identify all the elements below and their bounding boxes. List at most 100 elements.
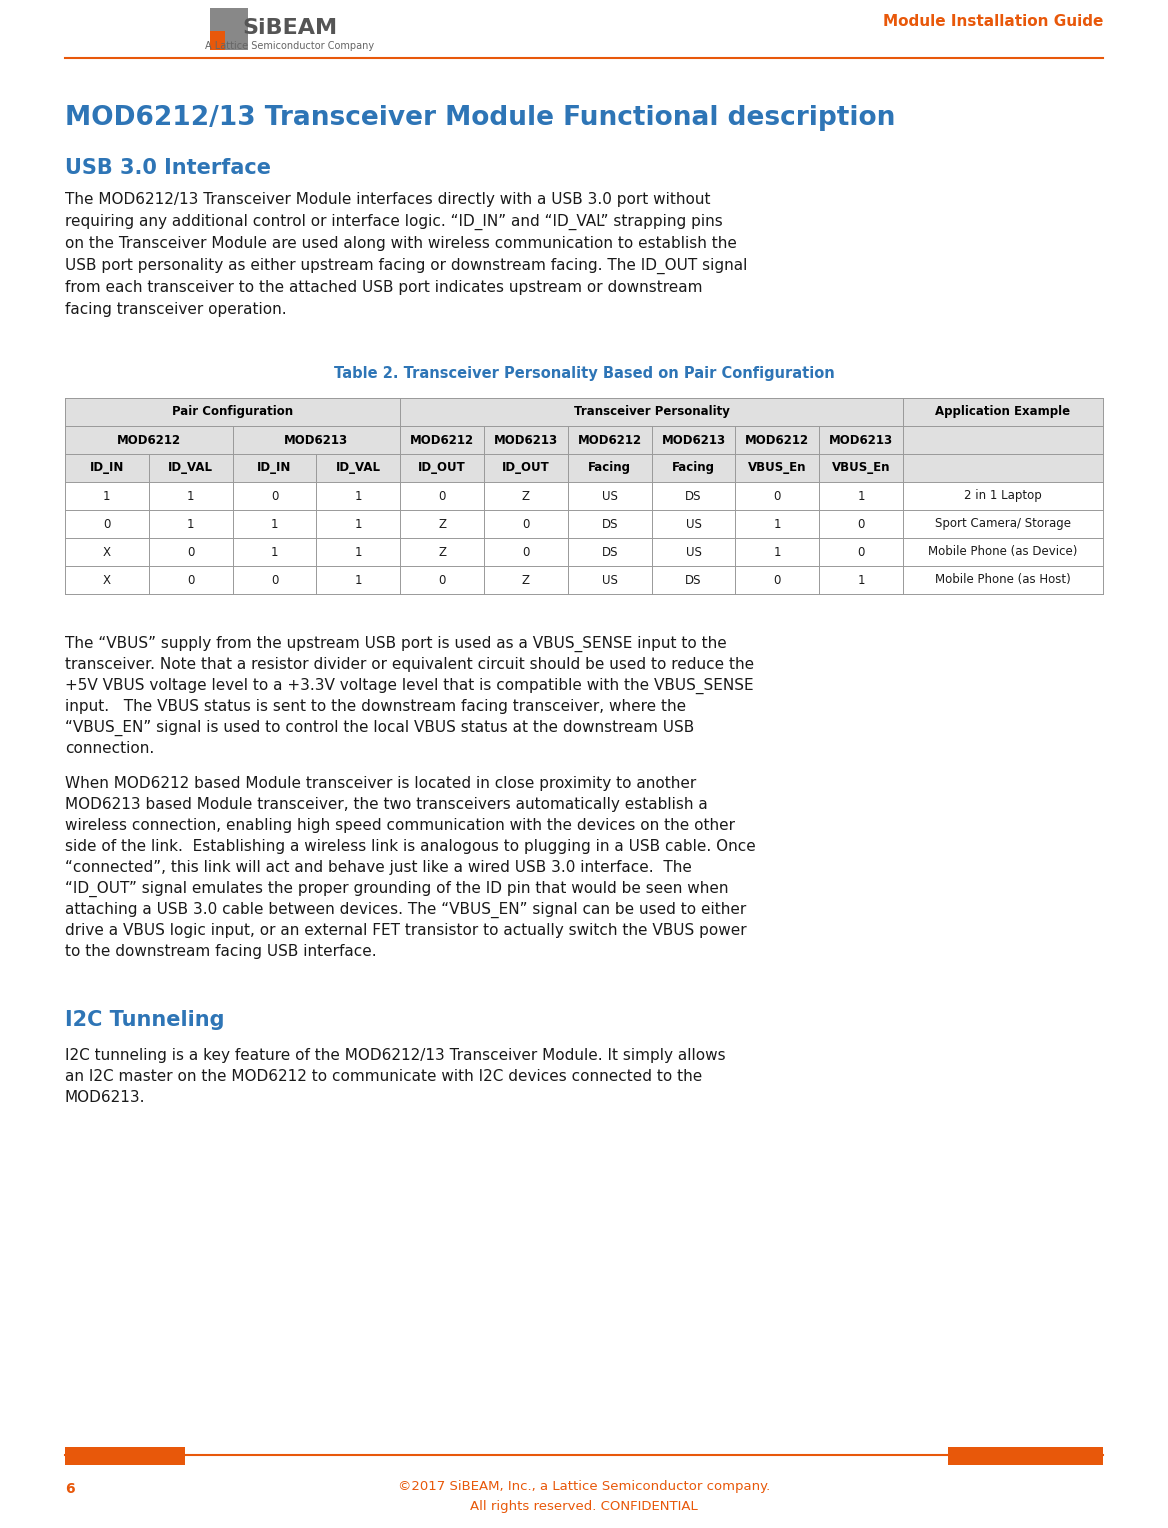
Text: 0: 0 xyxy=(271,489,278,503)
Text: ID_OUT: ID_OUT xyxy=(502,461,550,475)
Text: transceiver. Note that a resistor divider or equivalent circuit should be used t: transceiver. Note that a resistor divide… xyxy=(65,657,755,672)
Text: Z: Z xyxy=(522,573,530,587)
Text: connection.: connection. xyxy=(65,741,154,756)
Text: 1: 1 xyxy=(187,489,194,503)
Text: 0: 0 xyxy=(438,489,446,503)
Bar xyxy=(210,31,225,50)
Text: side of the link.  Establishing a wireless link is analogous to plugging in a US: side of the link. Establishing a wireles… xyxy=(65,839,756,854)
Text: Facing: Facing xyxy=(672,461,715,475)
Text: VBUS_En: VBUS_En xyxy=(832,461,890,475)
Text: 1: 1 xyxy=(355,545,362,559)
Text: 1: 1 xyxy=(355,518,362,530)
Text: 0: 0 xyxy=(438,573,446,587)
Text: USB port personality as either upstream facing or downstream facing. The ID_OUT : USB port personality as either upstream … xyxy=(65,258,748,274)
Text: MOD6213 based Module transceiver, the two transceivers automatically establish a: MOD6213 based Module transceiver, the tw… xyxy=(65,798,708,811)
Text: When MOD6212 based Module transceiver is located in close proximity to another: When MOD6212 based Module transceiver is… xyxy=(65,776,696,792)
Text: Z: Z xyxy=(438,518,446,530)
Bar xyxy=(65,454,1103,481)
Text: 1: 1 xyxy=(773,518,781,530)
Text: US: US xyxy=(686,545,702,559)
Text: DS: DS xyxy=(686,489,702,503)
Text: X: X xyxy=(103,545,111,559)
Text: The MOD6212/13 Transceiver Module interfaces directly with a USB 3.0 port withou: The MOD6212/13 Transceiver Module interf… xyxy=(65,193,710,206)
Text: MOD6213: MOD6213 xyxy=(494,434,558,446)
Text: X: X xyxy=(103,573,111,587)
Text: SiBEAM: SiBEAM xyxy=(243,18,338,38)
Bar xyxy=(210,8,248,50)
Text: I2C Tunneling: I2C Tunneling xyxy=(65,1010,224,1030)
Text: 0: 0 xyxy=(773,573,781,587)
Text: MOD6213: MOD6213 xyxy=(829,434,894,446)
Text: Sport Camera/ Storage: Sport Camera/ Storage xyxy=(936,518,1071,530)
Text: Table 2. Transceiver Personality Based on Pair Configuration: Table 2. Transceiver Personality Based o… xyxy=(334,367,834,380)
Text: wireless connection, enabling high speed communication with the devices on the o: wireless connection, enabling high speed… xyxy=(65,817,735,833)
Text: input.   The VBUS status is sent to the downstream facing transceiver, where the: input. The VBUS status is sent to the do… xyxy=(65,698,686,714)
Text: A Lattice Semiconductor Company: A Lattice Semiconductor Company xyxy=(206,41,375,50)
Bar xyxy=(65,1447,185,1465)
Text: US: US xyxy=(602,573,618,587)
Bar xyxy=(65,510,1103,538)
Text: DS: DS xyxy=(602,545,618,559)
Text: All rights reserved. CONFIDENTIAL: All rights reserved. CONFIDENTIAL xyxy=(471,1500,697,1513)
Text: 1: 1 xyxy=(271,545,278,559)
Text: drive a VBUS logic input, or an external FET transistor to actually switch the V: drive a VBUS logic input, or an external… xyxy=(65,923,746,938)
Text: Z: Z xyxy=(522,489,530,503)
Text: I2C tunneling is a key feature of the MOD6212/13 Transceiver Module. It simply a: I2C tunneling is a key feature of the MO… xyxy=(65,1048,725,1063)
Text: ID_VAL: ID_VAL xyxy=(168,461,214,475)
Bar xyxy=(65,397,1103,426)
Text: 1: 1 xyxy=(857,573,864,587)
Bar xyxy=(65,538,1103,565)
Text: 0: 0 xyxy=(522,545,529,559)
Text: 2 in 1 Laptop: 2 in 1 Laptop xyxy=(964,489,1042,503)
Text: 1: 1 xyxy=(857,489,864,503)
Text: 1: 1 xyxy=(187,518,194,530)
Text: ID_OUT: ID_OUT xyxy=(418,461,466,475)
Text: 0: 0 xyxy=(857,545,864,559)
Text: US: US xyxy=(686,518,702,530)
Text: MOD6213.: MOD6213. xyxy=(65,1089,146,1105)
Bar xyxy=(65,426,1103,454)
Text: on the Transceiver Module are used along with wireless communication to establis: on the Transceiver Module are used along… xyxy=(65,235,737,251)
Text: MOD6212: MOD6212 xyxy=(578,434,641,446)
Text: 1: 1 xyxy=(355,489,362,503)
Text: requiring any additional control or interface logic. “ID_IN” and “ID_VAL” strapp: requiring any additional control or inte… xyxy=(65,214,723,231)
Text: +5V VBUS voltage level to a +3.3V voltage level that is compatible with the VBUS: +5V VBUS voltage level to a +3.3V voltag… xyxy=(65,678,753,694)
Text: MOD6213: MOD6213 xyxy=(284,434,348,446)
Text: Module Installation Guide: Module Installation Guide xyxy=(883,14,1103,29)
Text: 1: 1 xyxy=(103,489,111,503)
Text: 0: 0 xyxy=(187,545,194,559)
Text: MOD6212: MOD6212 xyxy=(745,434,809,446)
Text: MOD6213: MOD6213 xyxy=(661,434,725,446)
Text: VBUS_En: VBUS_En xyxy=(748,461,807,475)
Text: Z: Z xyxy=(438,545,446,559)
Text: Mobile Phone (as Device): Mobile Phone (as Device) xyxy=(929,545,1078,559)
Text: The “VBUS” supply from the upstream USB port is used as a VBUS_SENSE input to th: The “VBUS” supply from the upstream USB … xyxy=(65,636,726,652)
Text: Transceiver Personality: Transceiver Personality xyxy=(573,405,730,419)
Text: US: US xyxy=(602,489,618,503)
Text: 1: 1 xyxy=(271,518,278,530)
Text: MOD6212/13 Transceiver Module Functional description: MOD6212/13 Transceiver Module Functional… xyxy=(65,105,896,131)
Text: ID_IN: ID_IN xyxy=(90,461,124,475)
Bar xyxy=(948,1447,1103,1465)
Bar xyxy=(65,565,1103,594)
Text: USB 3.0 Interface: USB 3.0 Interface xyxy=(65,157,271,177)
Text: 1: 1 xyxy=(773,545,781,559)
Text: attaching a USB 3.0 cable between devices. The “VBUS_EN” signal can be used to e: attaching a USB 3.0 cable between device… xyxy=(65,902,746,918)
Text: “ID_OUT” signal emulates the proper grounding of the ID pin that would be seen w: “ID_OUT” signal emulates the proper grou… xyxy=(65,882,729,897)
Text: 6: 6 xyxy=(65,1482,75,1496)
Text: an I2C master on the MOD6212 to communicate with I2C devices connected to the: an I2C master on the MOD6212 to communic… xyxy=(65,1070,702,1083)
Text: “VBUS_EN” signal is used to control the local VBUS status at the downstream USB: “VBUS_EN” signal is used to control the … xyxy=(65,720,694,736)
Text: 1: 1 xyxy=(355,573,362,587)
Text: Mobile Phone (as Host): Mobile Phone (as Host) xyxy=(936,573,1071,587)
Text: MOD6212: MOD6212 xyxy=(117,434,181,446)
Text: MOD6212: MOD6212 xyxy=(410,434,474,446)
Text: 0: 0 xyxy=(522,518,529,530)
Text: DS: DS xyxy=(686,573,702,587)
Text: from each transceiver to the attached USB port indicates upstream or downstream: from each transceiver to the attached US… xyxy=(65,280,702,295)
Text: to the downstream facing USB interface.: to the downstream facing USB interface. xyxy=(65,944,376,960)
Text: 0: 0 xyxy=(271,573,278,587)
Text: ID_VAL: ID_VAL xyxy=(336,461,381,475)
Text: Pair Configuration: Pair Configuration xyxy=(172,405,293,419)
Text: ID_IN: ID_IN xyxy=(257,461,292,475)
Text: ©2017 SiBEAM, Inc., a Lattice Semiconductor company.: ©2017 SiBEAM, Inc., a Lattice Semiconduc… xyxy=(398,1481,770,1493)
